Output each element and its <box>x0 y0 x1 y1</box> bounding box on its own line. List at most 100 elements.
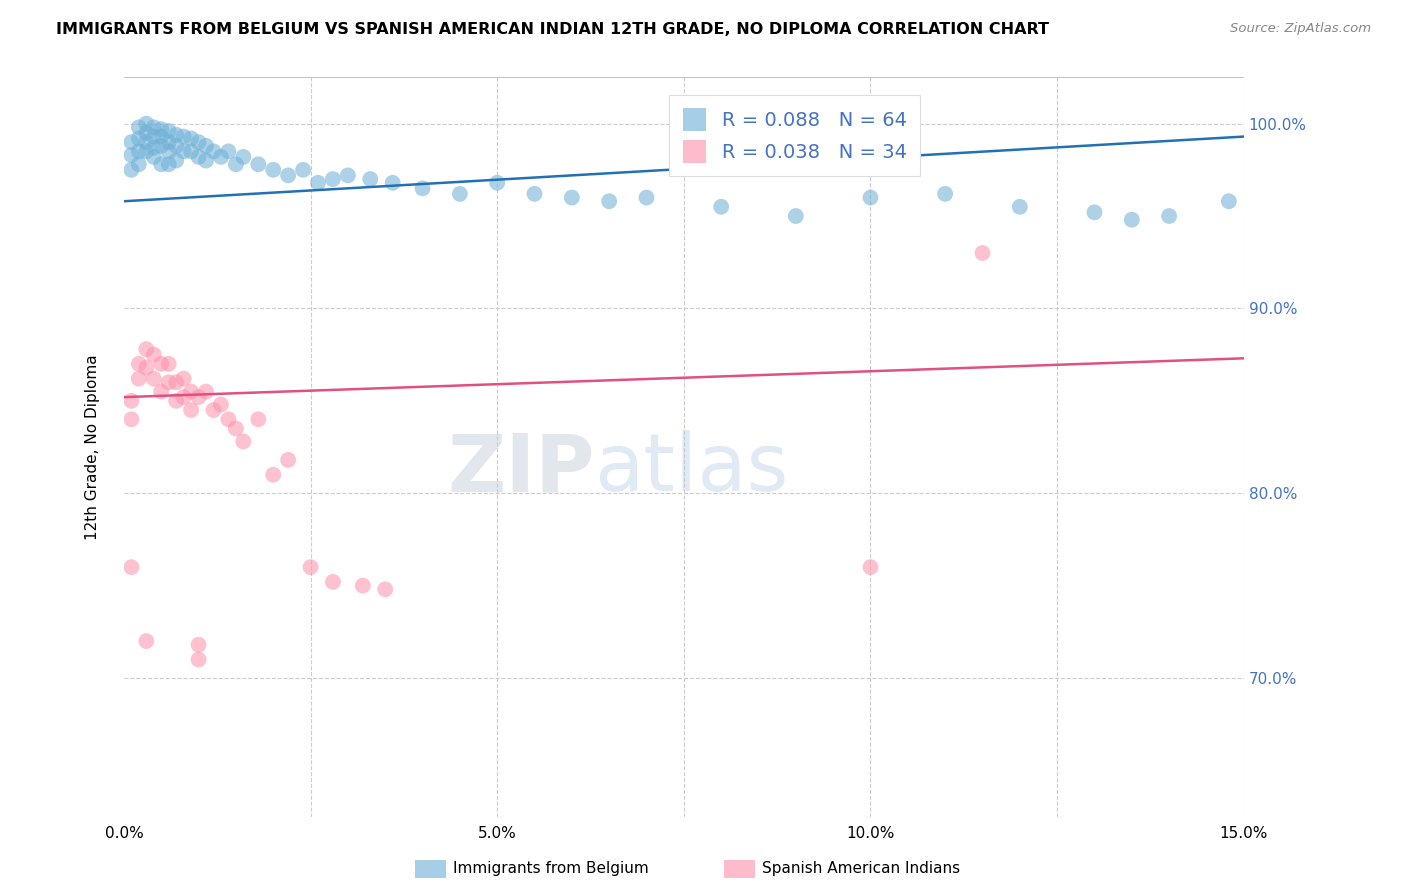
Point <box>202 145 225 159</box>
Point <box>352 579 374 593</box>
Point <box>135 117 157 131</box>
Point <box>187 390 209 404</box>
Point <box>307 176 329 190</box>
Point <box>128 371 150 385</box>
Point <box>299 560 322 574</box>
Point <box>142 348 165 362</box>
Text: Immigrants from Belgium: Immigrants from Belgium <box>453 862 648 876</box>
Point <box>180 384 202 399</box>
Point <box>142 150 165 164</box>
Point <box>135 145 157 159</box>
Point <box>120 135 142 149</box>
Point <box>187 652 209 666</box>
Y-axis label: 12th Grade, No Diploma: 12th Grade, No Diploma <box>86 354 100 540</box>
Point <box>195 384 218 399</box>
Point <box>157 135 180 149</box>
Point <box>636 190 658 204</box>
Text: IMMIGRANTS FROM BELGIUM VS SPANISH AMERICAN INDIAN 12TH GRADE, NO DIPLOMA CORREL: IMMIGRANTS FROM BELGIUM VS SPANISH AMERI… <box>56 22 1049 37</box>
Point <box>449 186 471 201</box>
Point <box>173 145 195 159</box>
Point <box>322 574 344 589</box>
Point <box>173 129 195 144</box>
Point <box>972 246 994 260</box>
Point <box>135 135 157 149</box>
Point <box>150 357 173 371</box>
Point <box>150 157 173 171</box>
Point <box>187 150 209 164</box>
Point <box>486 176 509 190</box>
Point <box>225 421 247 435</box>
Point <box>128 145 150 159</box>
Point <box>157 145 180 159</box>
Text: atlas: atlas <box>595 430 789 508</box>
Point <box>142 141 165 155</box>
Point <box>142 120 165 135</box>
Point <box>128 120 150 135</box>
Point <box>523 186 546 201</box>
Point <box>561 190 583 204</box>
Point <box>120 162 142 177</box>
Point <box>150 129 173 144</box>
Point <box>165 128 187 142</box>
Point <box>202 403 225 417</box>
Text: Spanish American Indians: Spanish American Indians <box>762 862 960 876</box>
Point <box>150 138 173 153</box>
Point <box>710 200 733 214</box>
Point <box>173 390 195 404</box>
Point <box>135 342 157 356</box>
Point <box>359 172 381 186</box>
Point <box>142 371 165 385</box>
Point <box>934 186 956 201</box>
Point <box>247 157 270 171</box>
Point <box>165 393 187 408</box>
Point <box>128 131 150 145</box>
Point <box>374 582 396 597</box>
Point <box>381 176 404 190</box>
Point <box>135 634 157 648</box>
Point <box>412 181 434 195</box>
Point <box>157 124 180 138</box>
Point <box>157 357 180 371</box>
Point <box>785 209 807 223</box>
Point <box>180 403 202 417</box>
Legend: R = 0.088   N = 64, R = 0.038   N = 34: R = 0.088 N = 64, R = 0.038 N = 34 <box>669 95 921 177</box>
Point <box>150 122 173 136</box>
Point <box>128 357 150 371</box>
Point <box>217 145 239 159</box>
Point <box>142 129 165 144</box>
Point <box>217 412 239 426</box>
Point <box>128 157 150 171</box>
Point <box>120 148 142 162</box>
Point <box>1218 194 1240 209</box>
Point <box>120 412 142 426</box>
Point <box>277 169 299 183</box>
Point <box>135 360 157 375</box>
Point <box>173 371 195 385</box>
Point <box>209 150 232 164</box>
Point <box>859 560 882 574</box>
Point <box>247 412 270 426</box>
Point <box>135 126 157 140</box>
Point <box>859 190 882 204</box>
Point <box>336 169 359 183</box>
Point <box>1121 212 1143 227</box>
Point <box>277 453 299 467</box>
Point <box>165 138 187 153</box>
Point <box>262 162 284 177</box>
Point <box>187 638 209 652</box>
Point <box>262 467 284 482</box>
Point <box>225 157 247 171</box>
Point <box>322 172 344 186</box>
Point <box>292 162 315 177</box>
Point <box>195 153 218 168</box>
Point <box>187 135 209 149</box>
Point <box>120 560 142 574</box>
Point <box>1008 200 1031 214</box>
Point <box>165 376 187 390</box>
Point <box>157 376 180 390</box>
Point <box>180 131 202 145</box>
Point <box>209 397 232 411</box>
Text: Source: ZipAtlas.com: Source: ZipAtlas.com <box>1230 22 1371 36</box>
Point <box>598 194 620 209</box>
Point <box>1159 209 1181 223</box>
